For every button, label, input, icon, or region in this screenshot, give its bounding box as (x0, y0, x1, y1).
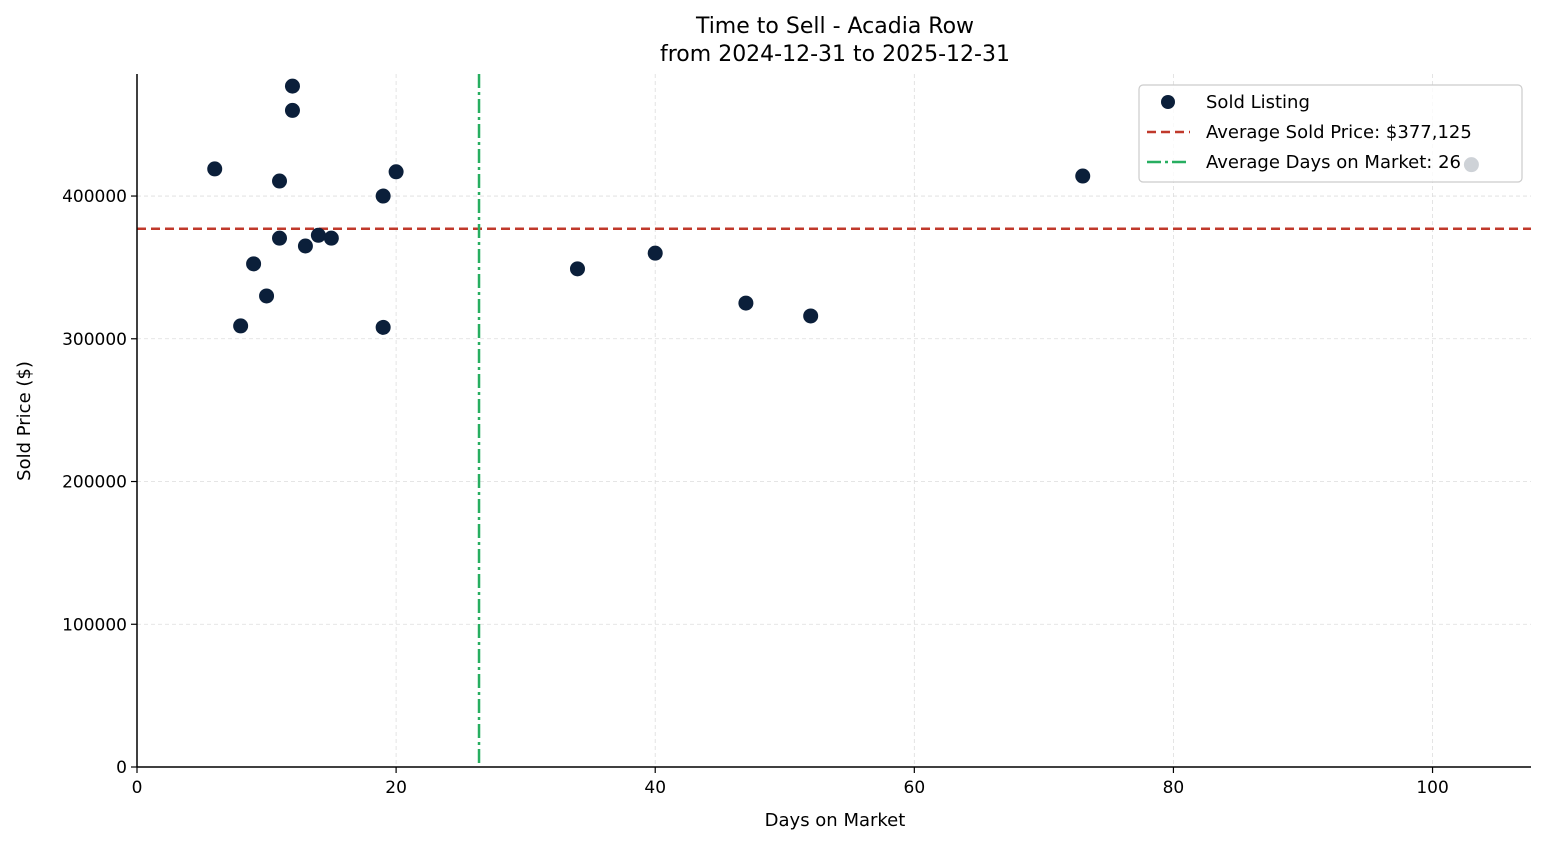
x-axis-label: Days on Market (765, 810, 906, 831)
data-point (569, 261, 585, 277)
chart-title: Time to Sell - Acadia Row (695, 14, 974, 39)
x-tick-label: 100 (1416, 778, 1448, 798)
y-tick-label: 200000 (62, 473, 127, 493)
x-tick-label: 0 (132, 778, 143, 798)
data-point (259, 288, 275, 304)
legend-label-sold-listing: Sold Listing (1206, 92, 1310, 113)
data-point (375, 319, 391, 335)
data-point (246, 256, 262, 272)
legend-box (1138, 84, 1523, 183)
y-tick-label: 0 (116, 758, 127, 778)
y-axis-label: Sold Price ($) (14, 361, 35, 481)
data-point (284, 102, 300, 118)
data-point (233, 318, 249, 334)
data-point (388, 164, 404, 180)
data-point (297, 238, 313, 254)
legend-marker-sold-listing (1161, 95, 1175, 109)
legend-label-avg-price: Average Sold Price: $377,125 (1206, 122, 1472, 143)
data-point (647, 245, 663, 261)
legend: Sold Listing Average Sold Price: $377,12… (1138, 84, 1523, 183)
x-tick-label: 20 (385, 778, 407, 798)
y-tick-label: 400000 (62, 187, 127, 207)
data-point (272, 230, 288, 246)
chart-subtitle: from 2024-12-31 to 2025-12-31 (660, 42, 1010, 67)
y-tick-label: 100000 (62, 615, 127, 635)
data-point (207, 161, 223, 177)
legend-label-avg-days: Average Days on Market: 26 (1206, 152, 1461, 173)
data-point (375, 188, 391, 204)
x-tick-label: 80 (1163, 778, 1185, 798)
data-points (207, 78, 1479, 335)
x-tick-label: 40 (644, 778, 666, 798)
data-point (323, 230, 339, 246)
data-point (803, 308, 819, 324)
data-point (272, 173, 288, 189)
x-tick-label: 60 (904, 778, 926, 798)
data-point (1075, 168, 1091, 184)
axes: 0 20 40 60 80 100 0 100000 200000 300000 400000 (62, 74, 1531, 798)
reference-lines (137, 74, 1531, 767)
data-point (738, 295, 754, 311)
y-tick-label: 300000 (62, 330, 127, 350)
data-point (284, 78, 300, 94)
data-point (310, 227, 326, 243)
